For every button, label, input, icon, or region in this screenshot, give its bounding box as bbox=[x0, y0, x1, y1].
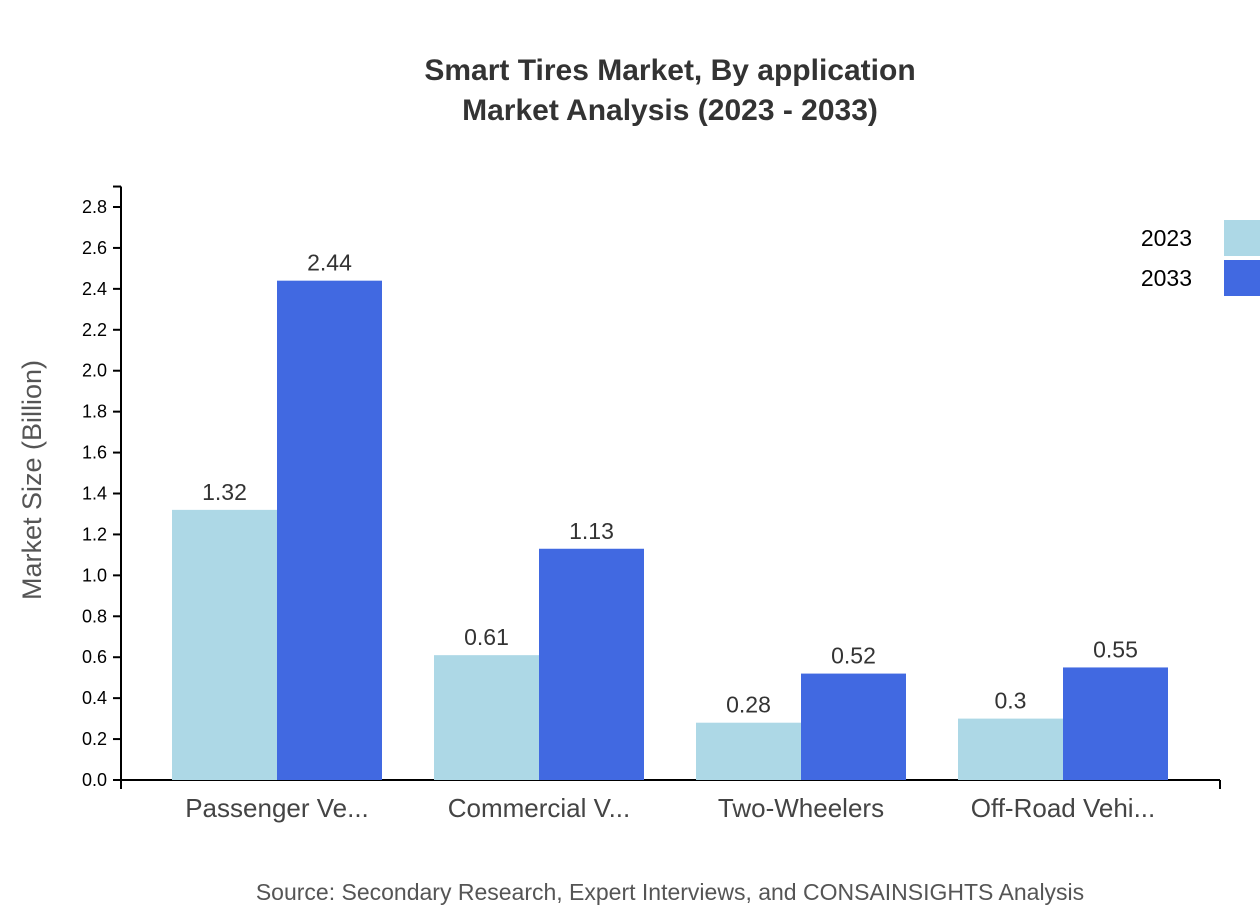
y-tick-label: 0.8 bbox=[82, 606, 107, 626]
y-axis-label: Market Size (Billion) bbox=[17, 360, 47, 600]
chart-subtitle: Market Analysis (2023 - 2033) bbox=[462, 94, 878, 127]
data-label: 0.28 bbox=[726, 692, 771, 718]
legend-swatch bbox=[1224, 260, 1260, 296]
bar-2033[interactable] bbox=[539, 548, 644, 780]
bar-2033[interactable] bbox=[1063, 667, 1168, 780]
y-tick-label: 2.2 bbox=[82, 320, 107, 340]
data-label: 0.3 bbox=[995, 688, 1027, 714]
y-tick-label: 0.4 bbox=[82, 688, 107, 708]
y-tick-label: 1.2 bbox=[82, 524, 107, 544]
data-label: 0.61 bbox=[464, 624, 509, 650]
y-tick-label: 1.8 bbox=[82, 402, 107, 422]
bar-2023[interactable] bbox=[172, 509, 277, 780]
data-label: 1.32 bbox=[202, 479, 247, 505]
bar-2033[interactable] bbox=[277, 280, 382, 780]
bar-2023[interactable] bbox=[434, 655, 539, 780]
data-label: 0.55 bbox=[1093, 636, 1138, 662]
bar-2023[interactable] bbox=[958, 718, 1063, 780]
x-tick-label: Off-Road Vehi... bbox=[971, 793, 1156, 823]
y-tick-label: 1.0 bbox=[82, 565, 107, 585]
data-label: 0.52 bbox=[831, 643, 876, 669]
source-note: Source: Secondary Research, Expert Inter… bbox=[256, 879, 1084, 905]
y-tick-label: 1.6 bbox=[82, 443, 107, 463]
y-tick-label: 0.0 bbox=[82, 770, 107, 790]
y-tick-label: 0.2 bbox=[82, 729, 107, 749]
x-tick-label: Two-Wheelers bbox=[718, 793, 884, 823]
y-tick-label: 2.4 bbox=[82, 279, 107, 299]
y-tick-label: 0.6 bbox=[82, 647, 107, 667]
y-tick-label: 1.4 bbox=[82, 484, 107, 504]
bar-2023[interactable] bbox=[696, 722, 801, 780]
y-tick-label: 2.8 bbox=[82, 197, 107, 217]
x-tick-label: Commercial V... bbox=[448, 793, 631, 823]
x-tick-label: Passenger Ve... bbox=[185, 793, 369, 823]
legend-label: 2023 bbox=[1141, 225, 1192, 251]
legend-swatch bbox=[1224, 220, 1260, 256]
bar-2033[interactable] bbox=[801, 673, 906, 780]
y-tick-label: 2.6 bbox=[82, 238, 107, 258]
data-label: 1.13 bbox=[569, 518, 614, 544]
legend-label: 2033 bbox=[1141, 265, 1192, 291]
chart-title: Smart Tires Market, By application bbox=[424, 54, 915, 87]
data-label: 2.44 bbox=[307, 250, 352, 276]
y-tick-label: 2.0 bbox=[82, 361, 107, 381]
